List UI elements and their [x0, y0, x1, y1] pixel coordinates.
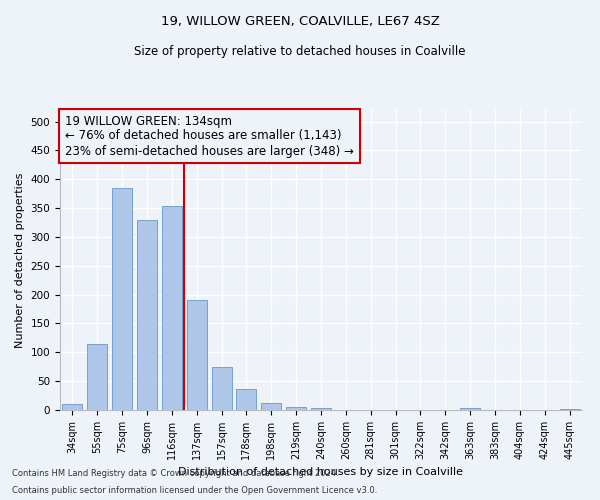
Text: 19, WILLOW GREEN, COALVILLE, LE67 4SZ: 19, WILLOW GREEN, COALVILLE, LE67 4SZ	[161, 15, 439, 28]
Bar	[262, 403, 281, 410]
Bar	[560, 409, 580, 410]
Bar	[236, 388, 256, 410]
Text: 19 WILLOW GREEN: 134sqm
← 76% of detached houses are smaller (1,143)
23% of semi: 19 WILLOW GREEN: 134sqm ← 76% of detache…	[65, 114, 354, 158]
Bar	[187, 300, 206, 410]
Bar	[112, 188, 132, 410]
Bar	[137, 220, 157, 410]
Bar	[286, 407, 306, 410]
X-axis label: Distribution of detached houses by size in Coalville: Distribution of detached houses by size …	[179, 468, 464, 477]
Bar	[162, 206, 182, 410]
Bar	[311, 408, 331, 410]
Bar	[460, 408, 480, 410]
Bar	[88, 344, 107, 410]
Bar	[212, 366, 232, 410]
Bar	[62, 404, 82, 410]
Text: Contains HM Land Registry data © Crown copyright and database right 2024.: Contains HM Land Registry data © Crown c…	[12, 468, 338, 477]
Y-axis label: Number of detached properties: Number of detached properties	[15, 172, 25, 348]
Text: Contains public sector information licensed under the Open Government Licence v3: Contains public sector information licen…	[12, 486, 377, 495]
Text: Size of property relative to detached houses in Coalville: Size of property relative to detached ho…	[134, 45, 466, 58]
